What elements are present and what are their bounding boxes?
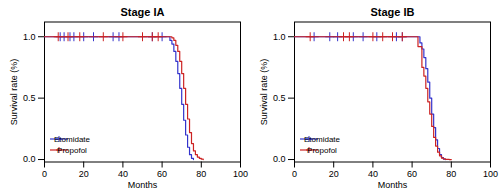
svg-text:0.0: 0.0 <box>273 154 286 164</box>
svg-text:Propofol: Propofol <box>57 146 87 155</box>
svg-text:0: 0 <box>42 169 47 179</box>
svg-text:Etomidate: Etomidate <box>54 135 91 144</box>
svg-text:Survival rate (%): Survival rate (%) <box>9 59 19 126</box>
svg-text:Stage IB: Stage IB <box>370 6 414 18</box>
svg-text:Stage IA: Stage IA <box>120 6 164 18</box>
svg-text:Etomidate: Etomidate <box>304 135 341 144</box>
svg-text:60: 60 <box>407 169 417 179</box>
svg-text:0.5: 0.5 <box>23 93 36 103</box>
svg-text:0.5: 0.5 <box>273 93 286 103</box>
svg-text:1.0: 1.0 <box>23 32 36 42</box>
svg-text:20: 20 <box>329 169 339 179</box>
svg-text:60: 60 <box>157 169 167 179</box>
svg-text:100: 100 <box>483 169 498 179</box>
svg-text:100: 100 <box>233 169 248 179</box>
svg-text:Propofol: Propofol <box>307 146 337 155</box>
svg-text:0.0: 0.0 <box>23 154 36 164</box>
svg-text:Months: Months <box>128 180 158 190</box>
svg-text:1.0: 1.0 <box>273 32 286 42</box>
svg-text:40: 40 <box>118 169 128 179</box>
svg-text:20: 20 <box>79 169 89 179</box>
svg-text:Survival rate (%): Survival rate (%) <box>259 59 269 126</box>
svg-text:Months: Months <box>378 180 408 190</box>
svg-text:80: 80 <box>446 169 456 179</box>
svg-text:80: 80 <box>196 169 206 179</box>
svg-text:40: 40 <box>368 169 378 179</box>
svg-text:0: 0 <box>292 169 297 179</box>
